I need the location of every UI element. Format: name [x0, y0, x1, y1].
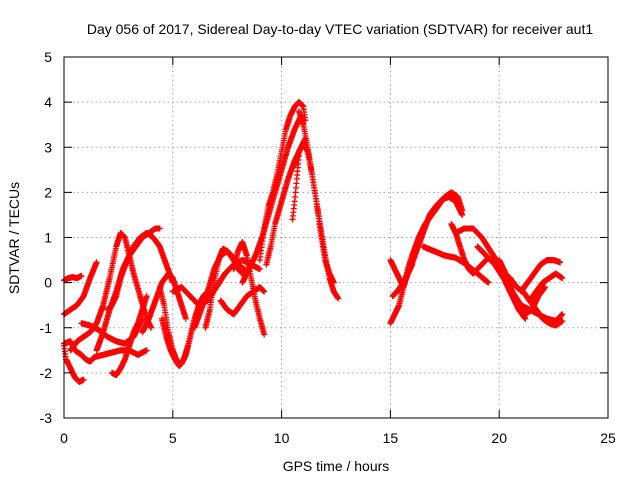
y-tick-label: 1 [44, 230, 52, 246]
data-point-marker [330, 279, 337, 286]
y-tick-label: -3 [40, 410, 53, 426]
data-point-marker [296, 153, 303, 160]
data-point-marker [93, 259, 100, 266]
data-point-marker [148, 324, 155, 331]
data-point-marker [261, 331, 268, 338]
y-tick-label: -1 [40, 320, 53, 336]
data-point-marker [256, 266, 263, 273]
series-arc-06 [67, 229, 124, 354]
x-tick-label: 20 [491, 430, 507, 446]
y-tick-label: 0 [44, 275, 52, 291]
y-tick-label: 2 [44, 184, 52, 200]
series-arc-18 [217, 284, 268, 318]
data-point-marker [143, 293, 150, 300]
series-arc-04 [91, 347, 150, 361]
x-tick-label: 25 [600, 430, 616, 446]
data-point-marker [409, 261, 416, 268]
series-arc-11 [108, 293, 150, 379]
series-arc-21 [256, 99, 309, 264]
chart-title: Day 056 of 2017, Sidereal Day-to-day VTE… [87, 21, 594, 37]
x-tick-label: 5 [169, 430, 177, 446]
y-tick-label: 4 [44, 94, 52, 110]
series-arc-17 [202, 245, 248, 331]
data-point-marker [182, 315, 189, 322]
series-arc-02 [61, 342, 87, 385]
y-tick-label: -2 [40, 365, 53, 381]
x-tick-label: 10 [274, 430, 290, 446]
data-point-marker [156, 225, 163, 232]
data-point-marker [335, 295, 342, 302]
series-arc-05 [61, 259, 100, 318]
series-arc-31 [452, 225, 529, 322]
series-arc-24 [291, 139, 337, 286]
y-tick-label: 5 [44, 49, 52, 65]
series-arc-01 [61, 272, 85, 284]
data-point-marker [261, 288, 268, 295]
data-point-marker [185, 342, 192, 349]
series-arc-25 [289, 153, 303, 223]
data-point-marker [80, 376, 87, 383]
series-arc-28 [387, 257, 416, 291]
data-point-marker [143, 347, 150, 354]
y-axis-label: SDTVAR / TECUs [6, 182, 22, 294]
x-axis-label: GPS time / hours [283, 458, 390, 474]
data-points [61, 99, 566, 385]
y-tick-label: 3 [44, 139, 52, 155]
series-arc-14 [158, 315, 192, 370]
x-tick-label: 15 [383, 430, 399, 446]
series-arc-19 [230, 239, 268, 338]
x-tick-label: 0 [60, 430, 68, 446]
data-point-marker [78, 272, 85, 279]
data-point-marker [459, 211, 466, 218]
